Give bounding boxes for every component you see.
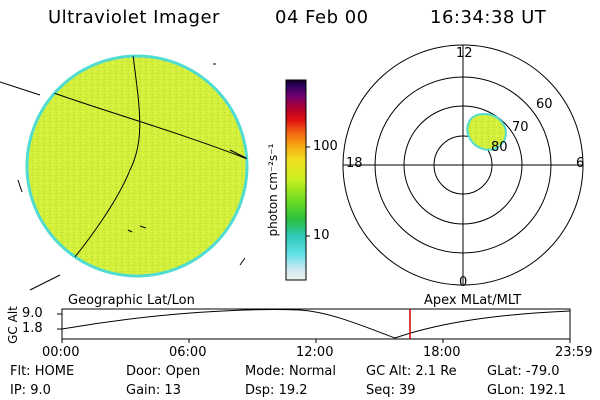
altitude-ytick-1-8: 1.8 [22, 321, 43, 336]
info-dsp-value: 19.2 [278, 383, 308, 398]
info-dsp-label: Dsp: [245, 383, 275, 398]
mlt-label-12: 12 [456, 46, 473, 61]
info-gcalt-value: 2.1 Re [415, 364, 457, 379]
info-flt: Flt: HOME [10, 365, 74, 379]
colorbar-tick-10: 10 [313, 228, 330, 243]
apex-panel-label: Apex MLat/MLT [424, 293, 522, 308]
info-glon-label: GLon: [487, 383, 525, 398]
mlat-label-70: 70 [512, 120, 529, 135]
image-date: 04 Feb 00 [275, 7, 369, 28]
time-tick-2359: 23:59 [555, 345, 593, 360]
info-mode-value: Normal [288, 364, 336, 379]
image-time: 16:34:38 UT [430, 7, 547, 28]
info-door-value: Open [165, 364, 201, 379]
info-gain: Gain: 13 [126, 384, 181, 398]
info-seq: Seq: 39 [366, 384, 416, 398]
info-glat: GLat: -79.0 [487, 365, 560, 379]
info-gain-value: 13 [164, 383, 181, 398]
info-mode-label: Mode: [245, 364, 285, 379]
info-gcalt-label: GC Alt: [366, 364, 412, 379]
info-seq-label: Seq: [366, 383, 395, 398]
mlat-label-80: 80 [491, 140, 508, 155]
info-glon: GLon: 192.1 [487, 384, 566, 398]
colorbar-tick-100: 100 [313, 139, 338, 154]
polar-plot [342, 44, 584, 286]
info-flt-value: HOME [34, 364, 75, 379]
info-gain-label: Gain: [126, 383, 161, 398]
geographic-panel-label: Geographic Lat/Lon [68, 293, 195, 308]
time-tick-0000: 00:00 [42, 345, 80, 360]
info-glat-value: -79.0 [525, 364, 560, 379]
info-door-label: Door: [126, 364, 162, 379]
time-tick-1800: 18:00 [423, 345, 461, 360]
meridian-line [59, 56, 141, 276]
mlt-label-0: 0 [459, 275, 468, 290]
info-door: Door: Open [126, 365, 200, 379]
info-ip: IP: 9.0 [10, 384, 51, 398]
colorbar-label: photon cm⁻²s⁻¹ [266, 143, 280, 237]
altitude-plot [57, 308, 571, 343]
mlt-label-18: 18 [346, 156, 363, 171]
auroral-oval [466, 113, 507, 151]
color-bar [285, 79, 310, 281]
info-ip-value: 9.0 [30, 383, 51, 398]
mlt-label-6: 6 [576, 156, 585, 171]
mlat-label-60: 60 [536, 97, 553, 112]
info-ip-label: IP: [10, 383, 27, 398]
altitude-ylabel: GC Alt [6, 306, 20, 344]
info-mode: Mode: Normal [245, 365, 336, 379]
time-tick-0600: 06:00 [169, 345, 207, 360]
time-tick-1200: 12:00 [296, 345, 334, 360]
instrument-title: Ultraviolet Imager [48, 7, 220, 28]
info-gcalt: GC Alt: 2.1 Re [366, 365, 457, 379]
info-glat-label: GLat: [487, 364, 522, 379]
info-dsp: Dsp: 19.2 [245, 384, 308, 398]
earth-disk-image [0, 54, 249, 291]
info-flt-label: Flt: [10, 364, 31, 379]
altitude-ytick-9: 9.0 [22, 306, 43, 321]
info-seq-value: 39 [399, 383, 416, 398]
info-glon-value: 192.1 [528, 383, 567, 398]
